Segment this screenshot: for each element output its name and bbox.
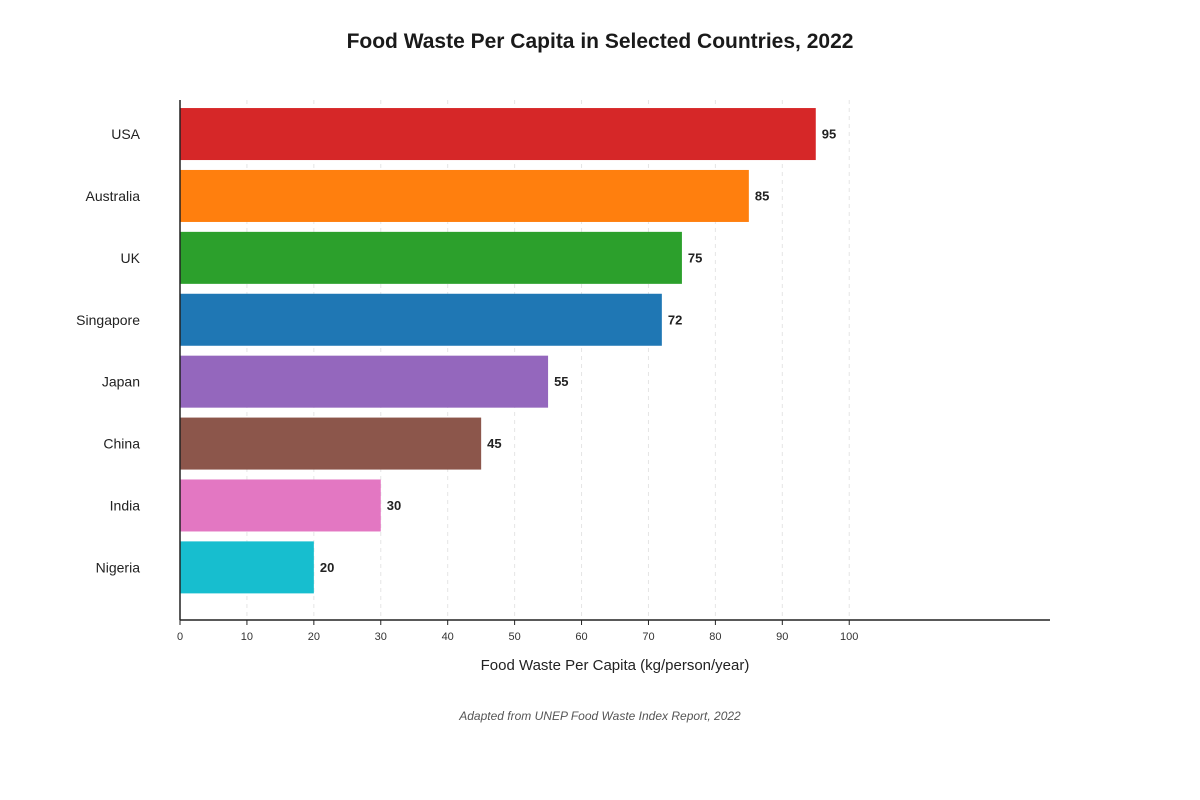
bar-usa <box>180 108 816 161</box>
category-labels: USA Australia UK Singapore Japan China India Ni… <box>76 126 140 575</box>
bar-nigeria <box>180 541 314 594</box>
bar-india <box>180 479 381 532</box>
value-label-australia: 85 <box>755 188 769 203</box>
category-label-japan: Japan <box>102 374 140 390</box>
bar-uk <box>180 231 682 284</box>
category-label-usa: USA <box>111 126 140 142</box>
value-label-china: 45 <box>487 436 501 451</box>
x-tick-label: 20 <box>308 631 320 643</box>
x-tick-label: 70 <box>642 631 654 643</box>
value-label-usa: 95 <box>822 127 836 142</box>
chart-title: Food Waste Per Capita in Selected Countr… <box>346 30 854 53</box>
bars <box>180 108 816 594</box>
x-tick-label: 80 <box>709 631 721 643</box>
value-labels: 95 85 75 72 55 45 30 20 <box>320 127 836 575</box>
x-tick-label: 50 <box>508 631 520 643</box>
x-tick-label: 30 <box>375 631 387 643</box>
chart-caption: Adapted from UNEP Food Waste Index Repor… <box>459 709 741 723</box>
axes <box>179 100 1050 621</box>
x-tick-label: 60 <box>575 631 587 643</box>
value-label-uk: 75 <box>688 250 702 265</box>
x-tick-label: 10 <box>241 631 253 643</box>
category-label-singapore: Singapore <box>76 312 140 328</box>
bar-australia <box>180 169 749 222</box>
bar-china <box>180 417 482 470</box>
x-tick-label: 90 <box>776 631 788 643</box>
value-label-japan: 55 <box>554 374 568 389</box>
bar-singapore <box>180 293 662 346</box>
x-tick-label: 100 <box>840 631 858 643</box>
x-axis-label: Food Waste Per Capita (kg/person/year) <box>481 657 750 674</box>
value-label-india: 30 <box>387 498 401 513</box>
category-label-china: China <box>103 436 140 452</box>
value-label-singapore: 72 <box>668 312 682 327</box>
x-tick-label: 0 <box>177 631 183 643</box>
category-label-nigeria: Nigeria <box>96 559 141 575</box>
x-tick-label: 40 <box>442 631 454 643</box>
x-ticks: 0 10 20 30 40 50 60 70 80 90 100 <box>177 620 858 643</box>
bar-japan <box>180 355 549 408</box>
category-label-uk: UK <box>121 250 141 266</box>
category-label-india: India <box>110 497 141 513</box>
value-label-nigeria: 20 <box>320 560 334 575</box>
category-label-australia: Australia <box>86 188 141 204</box>
